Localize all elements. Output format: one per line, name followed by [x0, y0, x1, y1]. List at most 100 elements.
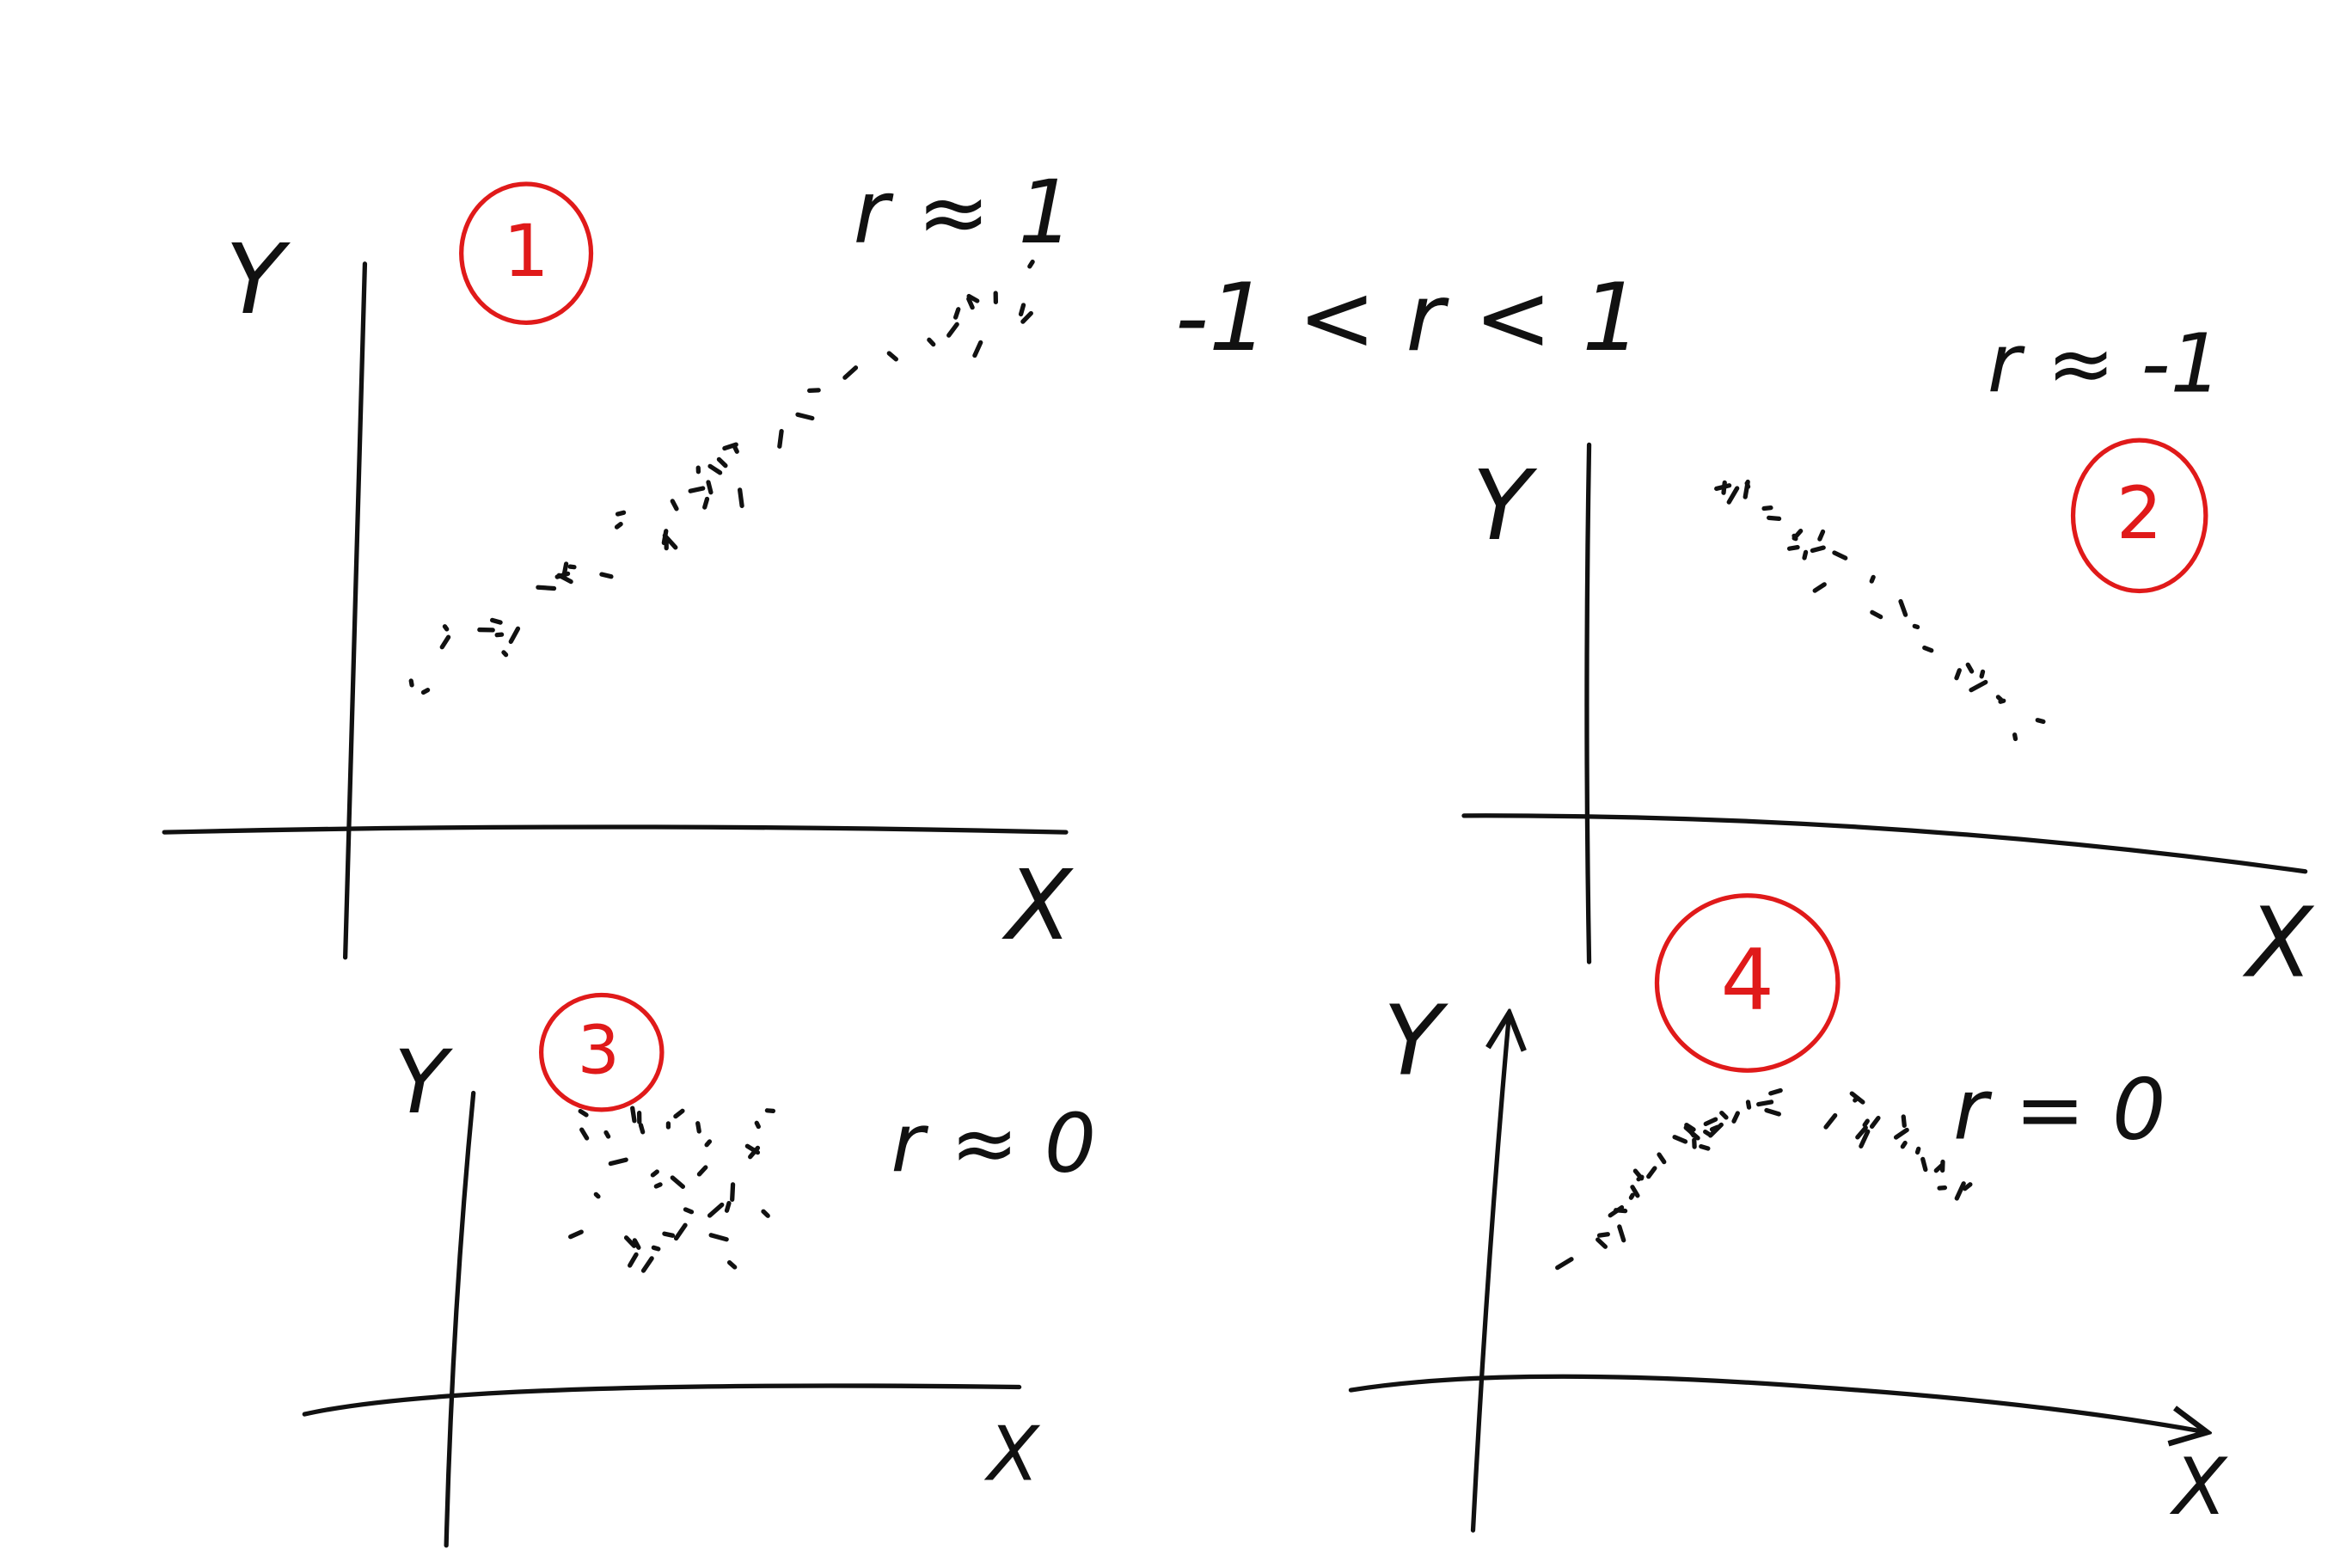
sketch-dot [1744, 481, 1751, 489]
sketch-dot [1965, 662, 1975, 674]
y-label: Y [1383, 986, 1449, 1098]
sketch-dot [578, 1108, 589, 1118]
sketch-dot [1703, 1117, 1718, 1126]
sketch-dot [1596, 1232, 1610, 1238]
sketch-dot [1914, 1146, 1921, 1155]
panel-number: 4 [1720, 932, 1773, 1030]
sketch-dot [614, 521, 623, 530]
sketch-dot [1699, 1143, 1711, 1151]
panel-number-circle [459, 181, 594, 325]
sketch-dot [561, 561, 569, 576]
sketch-dot [696, 1165, 708, 1177]
x-axis [1461, 813, 2308, 874]
sketch-dot [842, 365, 859, 380]
sketch-dot [638, 1123, 646, 1135]
y-label: Y [1473, 450, 1538, 562]
sketch-dot [632, 1238, 641, 1250]
sketch-dot [1745, 1099, 1752, 1110]
sketch-dot [1922, 645, 1934, 653]
sketch-dot [688, 486, 706, 493]
sketch-dot [806, 388, 821, 393]
sketch-dot [1870, 609, 1883, 620]
sketch-dot [1628, 1192, 1635, 1200]
x-axis [1348, 1374, 2207, 1432]
sketch-dot [708, 1233, 729, 1242]
sketch-dot [795, 412, 815, 421]
sketch-dot [640, 1256, 654, 1273]
sketch-dot [615, 510, 627, 517]
sketch-dot [738, 487, 744, 509]
sketch-dot [695, 1121, 701, 1134]
sketch-dot [1969, 679, 1988, 693]
sketch-dot [1912, 623, 1920, 630]
scatter-sketches [408, 259, 2046, 1273]
sketch-dot [726, 1259, 738, 1270]
sketch-dot [501, 650, 509, 658]
sketch-dot [608, 1157, 628, 1167]
sketch-dot [1555, 1257, 1574, 1271]
sketch-dot [1596, 1237, 1608, 1249]
panel-number-circle [2070, 438, 2208, 594]
sketch-dot [707, 1202, 725, 1218]
sketch-dot [1703, 1129, 1712, 1136]
sketch-dot [1792, 529, 1804, 541]
sketch-dot [707, 463, 723, 475]
annotation: r ≈ 0 [891, 1096, 1096, 1191]
annotation: r = 0 [1953, 1062, 2166, 1160]
sketch-dot [704, 1139, 713, 1148]
annotation: r ≈ -1 [1988, 317, 2222, 412]
x-label: X [984, 1411, 1041, 1498]
range-note: -1 < r < 1 [1175, 263, 1642, 372]
sketch-dot [579, 1127, 590, 1141]
y-axis [1470, 1014, 1510, 1533]
sketch-dot [439, 634, 451, 650]
y-axis [1584, 442, 1592, 965]
sketch-dot [1726, 486, 1740, 505]
sketch-dot [1832, 550, 1848, 560]
sketch-dot [730, 1182, 736, 1203]
sketch-dot [494, 632, 505, 638]
sketch-dot [1756, 1099, 1774, 1107]
sketch-dot [1646, 1166, 1657, 1179]
panel-number-circle [1654, 893, 1841, 1073]
sketch-dot [1018, 303, 1026, 317]
sketch-dot [1657, 1152, 1667, 1165]
sketch-dot [754, 1120, 761, 1130]
sketch-dot [568, 1229, 584, 1240]
sketch-dot [1761, 505, 1773, 511]
sketch-dot [761, 1209, 770, 1218]
sketch-dot [628, 1252, 639, 1268]
sketch-dot [1963, 1182, 1973, 1191]
sketch-dot [1709, 1124, 1720, 1132]
y-label: Y [225, 224, 291, 336]
panel-number-circle [539, 992, 665, 1112]
panel-number: 1 [503, 209, 549, 293]
sketch-dot [1817, 529, 1826, 542]
sketch-dot [722, 442, 738, 451]
sketch-dot [1954, 1181, 1966, 1201]
annotation: r ≈ 1 [853, 162, 1073, 263]
sketch-dot [651, 1245, 661, 1252]
sketch-dot [1893, 1127, 1909, 1140]
panel-number: 2 [2116, 471, 2163, 555]
sketch-dot [764, 1108, 776, 1113]
sketch-dot [408, 678, 414, 688]
sketch-dot [1937, 1185, 1948, 1191]
sketch-dot [972, 340, 983, 358]
sketch-dot [716, 456, 728, 469]
y-axis [343, 261, 368, 960]
sketch-dot [966, 297, 975, 310]
sketch-dot [599, 572, 614, 579]
sketch-dot [927, 337, 936, 347]
sketch-dot [1862, 1118, 1870, 1128]
y-label: Y [394, 1032, 453, 1133]
sketch-dot [1020, 310, 1033, 324]
sketch-dot [1901, 1114, 1907, 1129]
sketch-dot [508, 626, 521, 645]
sketch-dot [1823, 1112, 1838, 1130]
sketch-dot [623, 1235, 637, 1248]
sketch-dot [2012, 732, 2018, 742]
sketch-dot [1859, 1129, 1871, 1148]
